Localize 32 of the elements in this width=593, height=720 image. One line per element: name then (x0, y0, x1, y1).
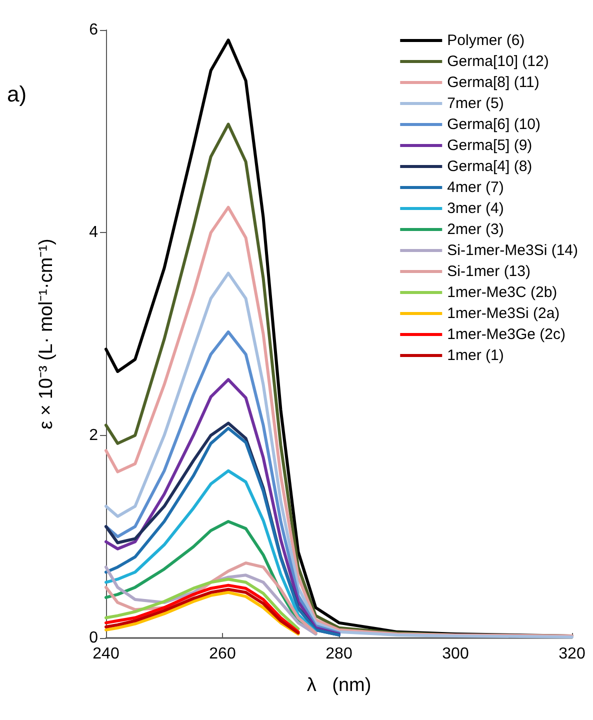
x-tick-label: 240 (92, 646, 120, 662)
legend-label: 1mer (1) (447, 347, 504, 364)
line-series (104, 330, 340, 634)
y-axis-title: ε × 10⁻³ (L· mol⁻¹·cm⁻¹) (36, 238, 57, 430)
y-tick-label: 6 (89, 22, 98, 38)
y-tick-label: 0 (89, 630, 98, 646)
legend-label: 1mer-Me3Ge (2c) (447, 326, 566, 343)
line-series (104, 469, 318, 634)
legend-label: 4mer (7) (447, 179, 504, 196)
legend-label: Germa[4] (8) (447, 158, 532, 175)
x-tick-label: 300 (442, 646, 469, 662)
x-tick-label: 280 (326, 646, 352, 662)
y-tick-label: 2 (89, 426, 98, 444)
legend-label: Germa[5] (9) (447, 137, 532, 154)
y-tick-label: 4 (89, 224, 98, 242)
x-tick-label: 320 (558, 646, 586, 662)
line-series (104, 578, 300, 630)
legend-label: Si-1mer-Me3Si (14) (447, 242, 578, 259)
line-series (104, 378, 340, 636)
legend-label: 7mer (5) (447, 95, 504, 112)
x-tick-label: 260 (209, 646, 236, 662)
legend-label: Germa[8] (11) (447, 74, 540, 91)
legend-label: Si-1mer (13) (447, 263, 530, 280)
legend-label: 3mer (4) (447, 200, 504, 217)
legend-label: 2mer (3) (447, 221, 504, 238)
text: a) (7, 82, 27, 106)
legend-label: Polymer (6) (447, 32, 525, 49)
legend-label: Germa[6] (10) (447, 116, 541, 133)
x-axis-title: λ (nm) (306, 675, 372, 696)
legend-label: 1mer-Me3Si (2a) (447, 305, 560, 322)
legend-label: Germa[10] (12) (447, 53, 549, 70)
legend-label: 1mer-Me3C (2b) (447, 284, 558, 301)
